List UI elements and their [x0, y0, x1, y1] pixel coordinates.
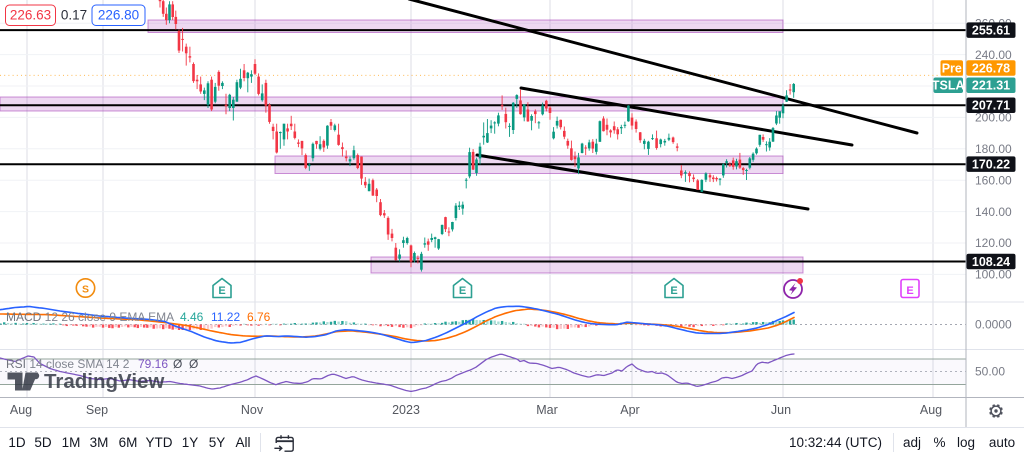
- svg-text:0.0000: 0.0000: [975, 318, 1012, 332]
- svg-text:TSLA: TSLA: [932, 79, 965, 93]
- svg-text:221.31: 221.31: [972, 79, 1010, 93]
- svg-text:auto: auto: [989, 435, 1015, 450]
- svg-text:50.00: 50.00: [975, 365, 1005, 379]
- svg-text:YTD: YTD: [146, 435, 173, 450]
- svg-text:TradingView: TradingView: [44, 370, 164, 393]
- svg-text:Mar: Mar: [536, 403, 558, 417]
- svg-text:0.17: 0.17: [61, 8, 87, 23]
- svg-text:E: E: [670, 285, 677, 297]
- svg-text:6M: 6M: [119, 435, 138, 450]
- svg-text:140.00: 140.00: [975, 205, 1012, 219]
- svg-text:5D: 5D: [34, 435, 52, 450]
- svg-text:226.78: 226.78: [972, 61, 1010, 75]
- svg-text:E: E: [459, 285, 466, 297]
- svg-text:E: E: [906, 285, 913, 297]
- svg-text:180.00: 180.00: [975, 142, 1012, 156]
- svg-text:226.63: 226.63: [10, 8, 51, 23]
- svg-text:%: %: [933, 435, 945, 450]
- svg-text:Jun: Jun: [771, 403, 791, 417]
- svg-text:E: E: [218, 285, 225, 297]
- svg-text:2023: 2023: [392, 403, 420, 417]
- svg-text:10:32:44 (UTC): 10:32:44 (UTC): [789, 435, 882, 450]
- svg-text:1M: 1M: [62, 435, 81, 450]
- svg-text:5Y: 5Y: [209, 435, 226, 450]
- svg-text:1D: 1D: [8, 435, 26, 450]
- svg-text:adj: adj: [903, 435, 921, 450]
- svg-text:Aug: Aug: [920, 403, 942, 417]
- svg-text:All: All: [235, 435, 250, 450]
- svg-text:Sep: Sep: [86, 403, 108, 417]
- svg-text:160.00: 160.00: [975, 173, 1012, 187]
- svg-text:207.71: 207.71: [972, 99, 1010, 113]
- svg-text:Apr: Apr: [620, 403, 639, 417]
- svg-text:200.00: 200.00: [975, 111, 1012, 125]
- svg-text:255.61: 255.61: [972, 24, 1010, 38]
- svg-text:108.24: 108.24: [972, 255, 1010, 269]
- svg-text:170.22: 170.22: [972, 158, 1010, 172]
- svg-text:240.00: 240.00: [975, 48, 1012, 62]
- svg-text:Nov: Nov: [241, 403, 264, 417]
- svg-text:Pre: Pre: [942, 61, 962, 75]
- svg-text:3M: 3M: [90, 435, 109, 450]
- svg-text:S: S: [82, 284, 89, 296]
- svg-text:226.80: 226.80: [98, 8, 139, 23]
- svg-text:log: log: [957, 435, 975, 450]
- svg-text:120.00: 120.00: [975, 236, 1012, 250]
- svg-text:Aug: Aug: [10, 403, 32, 417]
- svg-text:1Y: 1Y: [182, 435, 199, 450]
- svg-text:100.00: 100.00: [975, 268, 1012, 282]
